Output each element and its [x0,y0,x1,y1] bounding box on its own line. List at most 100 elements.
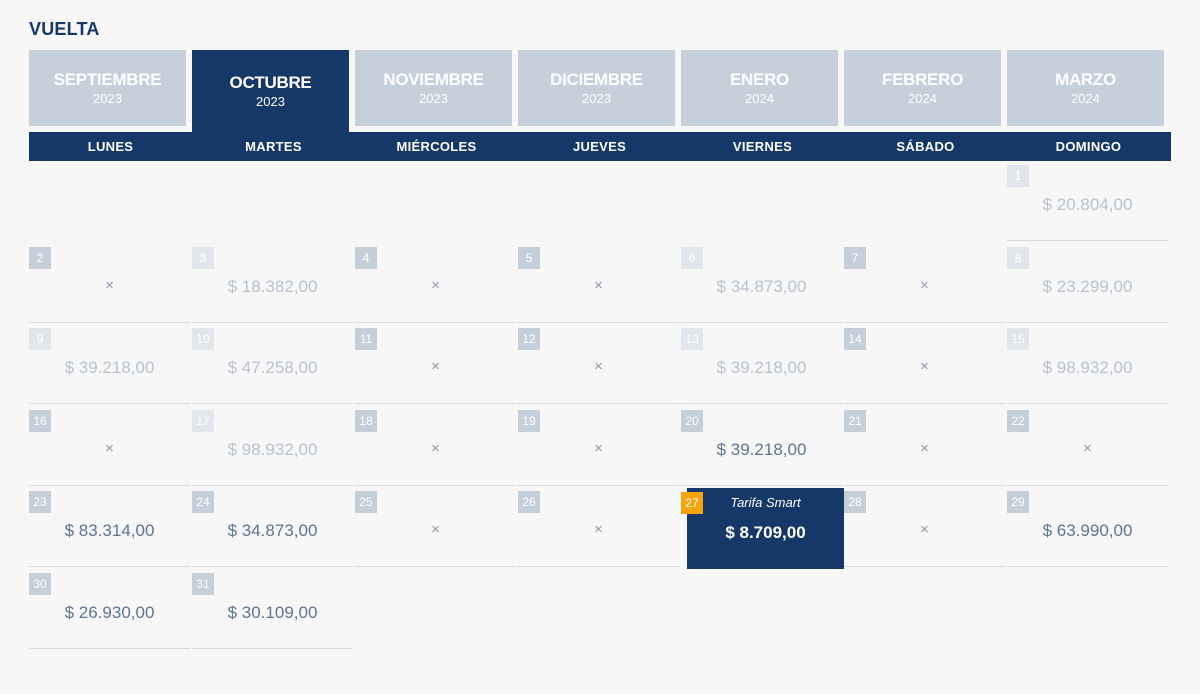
calendar-day: 2 × [29,243,190,323]
day-number: 4 [355,246,377,269]
no-flight-icon: × [594,439,603,457]
month-tab-febrero[interactable]: FEBRERO 2024 [844,50,1001,126]
no-flight-icon: × [431,439,440,457]
day-price: $ 98.932,00 [227,439,318,459]
month-year: 2024 [745,90,774,106]
month-name: DICIEMBRE [550,69,643,89]
calendar-day[interactable]: 20 $ 39.218,00 [681,406,842,486]
calendar-day: 18 × [355,406,516,486]
day-price: $ 83.314,00 [64,521,155,540]
no-flight-icon: × [594,276,603,294]
no-flight-icon: × [594,358,603,375]
calendar-day-selected[interactable]: 27 Tarifa Smart $ 8.709,00 [681,488,844,569]
day-number: 27 [681,492,703,514]
calendar-day[interactable]: 31 $ 30.109,00 [192,569,353,649]
day-number: 16 [29,409,51,432]
day-number: 3 [192,246,214,269]
calendar-day: 5 × [518,243,679,323]
weekday-header: LUNES MARTES MIÉRCOLES JUEVES VIERNES SÁBADO D… [29,132,1171,161]
weekday-7: DOMINGO [1055,139,1122,154]
month-tab-noviembre[interactable]: NOVIEMBRE 2023 [355,50,512,126]
calendar-day[interactable]: 15 $ 98.932,00 [1007,324,1168,404]
day-number: 26 [518,491,540,513]
weekday-6: SÁBADO [896,139,955,154]
section-title: VUELTA [29,19,100,39]
no-flight-icon: × [105,439,114,457]
day-number: 24 [192,491,214,513]
day-number: 19 [518,409,540,432]
day-price: $ 34.873,00 [716,276,807,296]
month-year: 2023 [582,90,611,106]
calendar-day: 22 × [1007,406,1168,486]
month-tab-octubre[interactable]: OCTUBRE 2023 [192,50,349,132]
calendar-day[interactable]: 30 $ 26.930,00 [29,569,190,649]
day-number: 11 [355,328,377,350]
day-number: 5 [518,246,540,269]
month-tab-enero[interactable]: ENERO 2024 [681,50,838,126]
calendar-day: 11 × [355,324,516,404]
no-flight-icon: × [105,276,114,294]
calendar-day: 19 × [518,406,679,486]
calendar-day: 7 × [844,243,1005,323]
weekday-4: JUEVES [572,139,627,154]
weekday-1: LUNES [87,139,134,154]
day-number: 20 [681,409,703,432]
day-number: 7 [844,246,866,269]
calendar-day: 16 × [29,406,190,486]
calendar-day[interactable]: 17 $ 98.932,00 [192,406,353,486]
calendar-day: 21 × [844,406,1005,486]
calendar-day[interactable]: 9 $ 39.218,00 [29,324,190,404]
calendar-day[interactable]: 6 $ 34.873,00 [681,243,842,323]
day-price: $ 63.990,00 [1042,521,1133,540]
calendar-day[interactable]: 3 $ 18.382,00 [192,243,353,323]
calendar-day[interactable]: 10 $ 47.258,00 [192,324,353,404]
month-name: NOVIEMBRE [383,69,484,89]
day-number: 31 [192,572,214,595]
day-price: $ 20.804,00 [1042,195,1133,214]
day-number: 9 [29,328,51,350]
month-year: 2024 [1071,90,1100,106]
no-flight-icon: × [431,358,440,375]
smart-fare-label: Tarifa Smart [730,495,801,510]
month-name: FEBRERO [881,69,964,89]
day-price: $ 98.932,00 [1042,358,1133,377]
month-year: 2024 [908,90,937,106]
day-price: $ 18.382,00 [227,276,318,296]
day-price: $ 47.258,00 [227,358,318,377]
calendar-day: 26 × [518,487,679,567]
calendar-day[interactable]: 29 $ 63.990,00 [1007,487,1168,567]
day-price: $ 34.873,00 [227,521,318,540]
calendar-day: 14 × [844,324,1005,404]
day-price: $ 26.930,00 [64,602,155,622]
calendar-day[interactable]: 23 $ 83.314,00 [29,487,190,567]
calendar-day[interactable]: 24 $ 34.873,00 [192,487,353,567]
day-number: 14 [844,328,866,350]
day-price: $ 8.709,00 [725,523,806,542]
month-year: 2023 [256,93,285,109]
calendar-day[interactable]: 8 $ 23.299,00 [1007,243,1168,323]
day-number: 12 [518,328,540,350]
no-flight-icon: × [1083,439,1092,457]
no-flight-icon: × [920,358,929,375]
month-tabs: SEPTIEMBRE 2023 OCTUBRE 2023 NOVIEMBRE 2023 DI… [29,50,1171,132]
month-tab-septiembre[interactable]: SEPTIEMBRE 2023 [29,50,186,126]
day-number: 22 [1007,409,1029,432]
day-number: 18 [355,409,377,432]
day-price: $ 39.218,00 [716,358,807,377]
month-year: 2023 [93,90,122,106]
month-name: SEPTIEMBRE [53,69,162,89]
month-tab-diciembre[interactable]: DICIEMBRE 2023 [518,50,675,126]
day-price: $ 30.109,00 [227,602,318,622]
day-number: 21 [844,409,866,432]
day-number: 23 [29,491,51,513]
calendar-day[interactable]: 13 $ 39.218,00 [681,324,842,404]
day-price: $ 39.218,00 [716,439,807,459]
calendar-day[interactable]: 1 $ 20.804,00 [1007,161,1168,241]
day-number: 6 [681,246,703,269]
weekday-5: VIERNES [732,139,793,154]
month-tab-marzo[interactable]: MARZO 2024 [1007,50,1164,126]
day-price: $ 23.299,00 [1042,276,1133,296]
month-name: ENERO [730,69,789,89]
calendar-day: 12 × [518,324,679,404]
day-number: 8 [1007,246,1029,269]
